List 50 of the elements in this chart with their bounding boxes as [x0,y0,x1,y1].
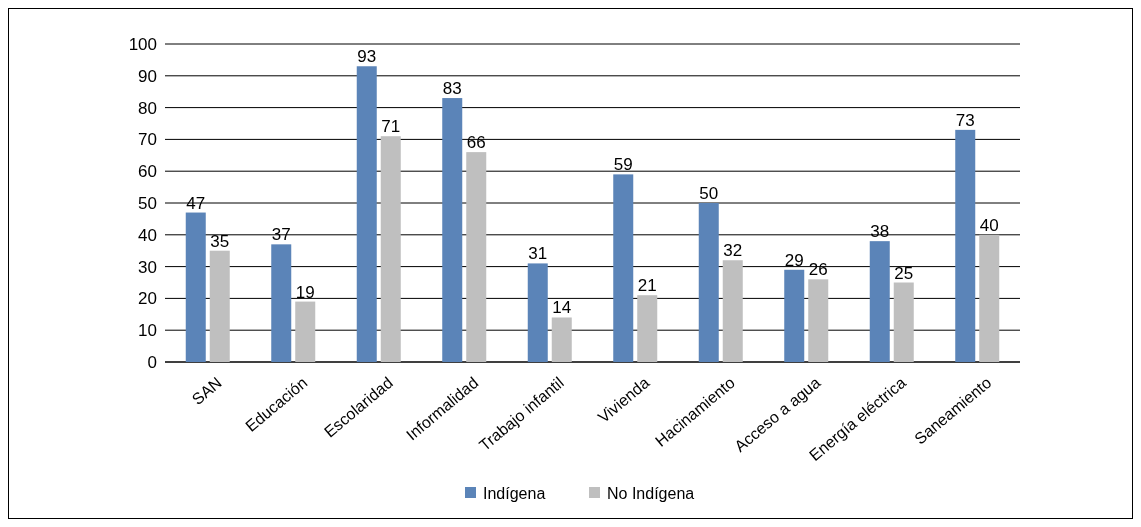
y-tick-label: 50 [138,193,157,213]
bar [893,282,914,362]
y-tick-label: 10 [138,321,157,341]
y-tick-label: 40 [138,225,157,245]
y-tick-label: 30 [138,257,157,277]
bar [380,136,401,362]
data-label: 73 [955,110,975,130]
data-label: 25 [894,263,914,283]
bar [551,317,572,362]
y-tick-label: 100 [128,34,157,54]
bar [209,250,230,362]
bar [442,98,463,362]
data-label: 14 [552,298,572,318]
bar [295,301,316,362]
y-tick-label: 90 [138,66,157,86]
data-label: 31 [528,244,548,264]
data-label: 71 [381,117,401,137]
bar [869,241,890,362]
data-label: 93 [357,47,377,67]
bar [527,263,548,362]
bar [808,279,829,362]
data-label: 50 [699,184,719,203]
bar [722,260,743,362]
bar [356,66,377,362]
y-tick-label: 20 [138,289,157,309]
data-label: 47 [186,193,206,213]
data-label: 19 [295,282,315,302]
bar [784,269,805,362]
data-label: 35 [210,231,230,251]
bar [185,212,206,362]
data-label: 32 [723,241,743,261]
data-label: 59 [613,155,633,175]
y-tick-label: 60 [138,162,157,182]
data-label: 29 [784,250,804,270]
bar [637,295,658,362]
x-tick-label: SAN [188,373,225,409]
y-tick-label: 0 [147,352,157,372]
bar [979,234,1000,362]
bar [955,129,976,362]
bar [698,203,719,362]
bar [271,244,292,362]
data-label: 21 [637,276,657,296]
data-label: 83 [442,79,462,99]
y-tick-label: 80 [138,98,157,118]
bar [466,152,487,362]
y-tick-label: 70 [138,130,157,150]
bar [613,174,634,362]
legend-label: Indígena [483,484,546,502]
legend-label: No Indígena [607,484,695,502]
data-label: 40 [979,215,999,235]
